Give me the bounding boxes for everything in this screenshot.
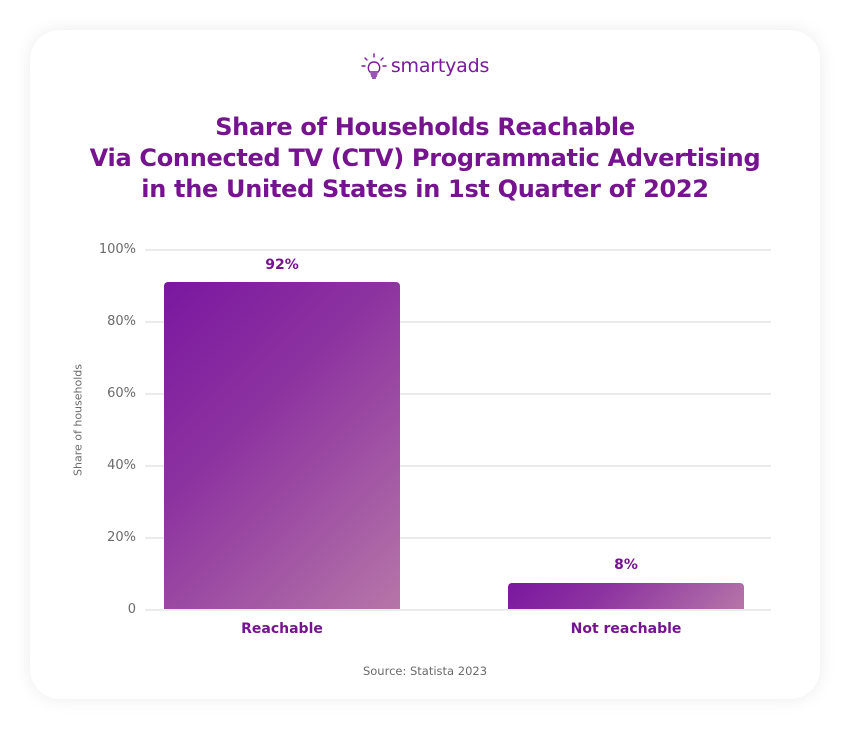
bar-value-label-not-reachable: 8%	[614, 557, 638, 573]
x-label-reachable: Reachable	[241, 621, 323, 637]
brand-name: smartyads	[390, 55, 490, 77]
gridline-100	[145, 249, 771, 251]
y-tick-100: 100%	[98, 242, 136, 257]
baseline	[145, 609, 771, 611]
y-tick-60: 60%	[107, 386, 136, 401]
lightbulb-icon	[361, 53, 387, 79]
y-axis-label: Share of households	[71, 364, 85, 476]
y-tick-40: 40%	[107, 458, 136, 473]
source-note: Source: Statista 2023	[362, 664, 488, 678]
gridline-20	[145, 537, 771, 539]
y-tick-80: 80%	[107, 314, 136, 329]
gridline-60	[145, 393, 771, 395]
bar-not-reachable	[508, 583, 744, 610]
x-label-not-reachable: Not reachable	[570, 621, 682, 637]
bar-value-label-reachable: 92%	[265, 257, 299, 273]
y-tick-0: 0	[127, 602, 136, 617]
title-line-1: Share of Households Reachable	[215, 113, 635, 141]
gridline-80	[145, 321, 771, 323]
y-tick-20: 20%	[107, 530, 136, 545]
chart-title: Share of Households Reachable Via Connec…	[0, 112, 850, 205]
gridline-40	[145, 465, 771, 467]
title-line-3: in the United States in 1st Quarter of 2…	[141, 175, 709, 203]
brand-logo: smartyads	[0, 52, 850, 80]
title-line-2: Via Connected TV (CTV) Programmatic Adve…	[89, 144, 761, 172]
bar-reachable	[164, 282, 400, 610]
